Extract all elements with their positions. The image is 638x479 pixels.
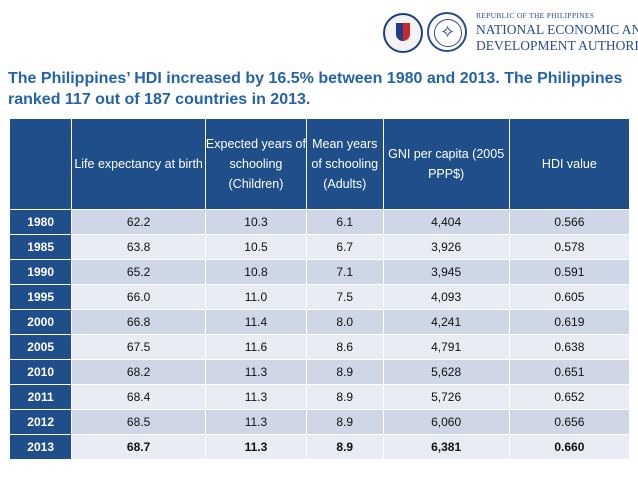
cell-expected-schooling: 10.8 [204, 259, 308, 285]
slide-header: ✧ REPUBLIC OF THE PHILIPPINES NATIONAL E… [0, 0, 638, 62]
cell-gni: 4,241 [382, 309, 510, 335]
cell-hdi: 0.652 [508, 384, 631, 410]
cell-gni: 6,381 [382, 434, 510, 460]
org-name-line2: DEVELOPMENT AUTHORITY [476, 38, 638, 53]
header-year [8, 118, 73, 210]
cell-gni: 4,404 [382, 209, 510, 235]
cell-life-expectancy: 66.0 [71, 284, 206, 310]
cell-year: 2013 [8, 434, 73, 460]
cell-gni: 5,628 [382, 359, 510, 385]
cell-year: 2005 [8, 334, 73, 360]
cell-hdi: 0.605 [508, 284, 631, 310]
cell-mean-schooling: 8.6 [306, 334, 384, 360]
header-expected-schooling: Expected years of schooling (Children) [204, 118, 308, 210]
cell-life-expectancy: 67.5 [71, 334, 206, 360]
cell-mean-schooling: 8.0 [306, 309, 384, 335]
cell-mean-schooling: 6.1 [306, 209, 384, 235]
cell-life-expectancy: 62.2 [71, 209, 206, 235]
cell-year: 1995 [8, 284, 73, 310]
cell-hdi: 0.660 [508, 434, 631, 460]
cell-life-expectancy: 63.8 [71, 234, 206, 260]
cell-expected-schooling: 10.3 [204, 209, 308, 235]
cell-expected-schooling: 11.3 [204, 359, 308, 385]
cell-mean-schooling: 8.9 [306, 409, 384, 435]
cell-expected-schooling: 10.5 [204, 234, 308, 260]
table-header-row: Life expectancy at birth Expected years … [8, 118, 631, 210]
hdi-table: Life expectancy at birth Expected years … [8, 118, 631, 460]
cell-gni: 3,945 [382, 259, 510, 285]
cell-expected-schooling: 11.0 [204, 284, 308, 310]
cell-expected-schooling: 11.3 [204, 409, 308, 435]
org-republic: REPUBLIC OF THE PHILIPPINES [476, 11, 595, 20]
table-row: 2012 68.5 11.3 8.9 6,060 0.656 [8, 409, 631, 435]
cell-hdi: 0.656 [508, 409, 631, 435]
cell-expected-schooling: 11.6 [204, 334, 308, 360]
cell-year: 2000 [8, 309, 73, 335]
neda-seal-icon: ✧ [427, 12, 467, 52]
table-row: 1990 65.2 10.8 7.1 3,945 0.591 [8, 259, 631, 285]
cell-year: 2012 [8, 409, 73, 435]
cell-gni: 4,093 [382, 284, 510, 310]
header-gni: GNI per capita (2005 PPP$) [382, 118, 510, 210]
cell-year: 2010 [8, 359, 73, 385]
table-row: 1985 63.8 10.5 6.7 3,926 0.578 [8, 234, 631, 260]
org-name-line1: NATIONAL ECONOMIC AND [476, 22, 638, 37]
cell-year: 1980 [8, 209, 73, 235]
cell-hdi: 0.591 [508, 259, 631, 285]
cell-life-expectancy: 66.8 [71, 309, 206, 335]
header-hdi: HDI value [508, 118, 631, 210]
cell-life-expectancy: 68.2 [71, 359, 206, 385]
cell-gni: 6,060 [382, 409, 510, 435]
header-life-expectancy: Life expectancy at birth [71, 118, 206, 210]
cell-gni: 3,926 [382, 234, 510, 260]
philippines-seal-icon [383, 13, 423, 53]
table-row: 2000 66.8 11.4 8.0 4,241 0.619 [8, 309, 631, 335]
cell-life-expectancy: 65.2 [71, 259, 206, 285]
table-row: 2013 68.7 11.3 8.9 6,381 0.660 [8, 434, 631, 460]
cell-mean-schooling: 7.1 [306, 259, 384, 285]
cell-mean-schooling: 8.9 [306, 434, 384, 460]
slide-title: The Philippines’ HDI increased by 16.5% … [8, 70, 623, 108]
cell-mean-schooling: 8.9 [306, 359, 384, 385]
cell-gni: 5,726 [382, 384, 510, 410]
table-row: 2010 68.2 11.3 8.9 5,628 0.651 [8, 359, 631, 385]
header-mean-schooling: Mean years of schooling (Adults) [306, 118, 384, 210]
cell-hdi: 0.566 [508, 209, 631, 235]
cell-year: 1985 [8, 234, 73, 260]
cell-gni: 4,791 [382, 334, 510, 360]
cell-hdi: 0.619 [508, 309, 631, 335]
cell-expected-schooling: 11.3 [204, 384, 308, 410]
table-row: 2005 67.5 11.6 8.6 4,791 0.638 [8, 334, 631, 360]
cell-year: 1990 [8, 259, 73, 285]
cell-life-expectancy: 68.7 [71, 434, 206, 460]
cell-life-expectancy: 68.4 [71, 384, 206, 410]
table-row: 2011 68.4 11.3 8.9 5,726 0.652 [8, 384, 631, 410]
table-row: 1995 66.0 11.0 7.5 4,093 0.605 [8, 284, 631, 310]
cell-year: 2011 [8, 384, 73, 410]
cell-expected-schooling: 11.3 [204, 434, 308, 460]
cell-mean-schooling: 8.9 [306, 384, 384, 410]
cell-mean-schooling: 7.5 [306, 284, 384, 310]
cell-mean-schooling: 6.7 [306, 234, 384, 260]
cell-expected-schooling: 11.4 [204, 309, 308, 335]
table-row: 1980 62.2 10.3 6.1 4,404 0.566 [8, 209, 631, 235]
cell-life-expectancy: 68.5 [71, 409, 206, 435]
cell-hdi: 0.578 [508, 234, 631, 260]
cell-hdi: 0.638 [508, 334, 631, 360]
neda-logo: ✧ REPUBLIC OF THE PHILIPPINES NATIONAL E… [381, 8, 638, 58]
cell-hdi: 0.651 [508, 359, 631, 385]
